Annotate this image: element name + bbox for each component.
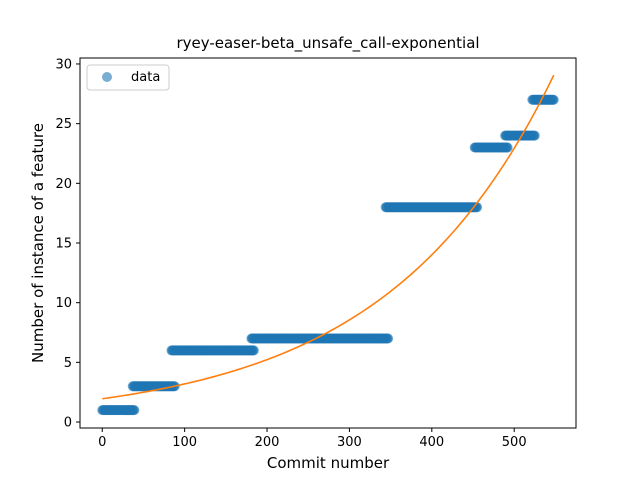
y-tick-label: 5 <box>64 356 72 371</box>
legend-marker-data <box>102 72 112 82</box>
data-point <box>129 405 140 416</box>
legend-label-data: data <box>131 70 160 85</box>
data-point <box>548 94 559 105</box>
x-tick-label: 100 <box>172 435 197 450</box>
y-tick-label: 10 <box>55 296 72 311</box>
y-tick-label: 15 <box>55 237 72 252</box>
x-axis-label: Commit number <box>267 454 390 472</box>
data-point <box>248 345 259 356</box>
y-axis-label: Number of instance of a feature <box>29 123 47 363</box>
y-tick-label: 0 <box>64 416 72 431</box>
x-tick-label: 0 <box>98 435 106 450</box>
fit-line <box>102 74 555 400</box>
data-point <box>529 130 540 141</box>
plot-area <box>97 74 559 416</box>
legend-box <box>86 64 170 91</box>
x-tick-label: 300 <box>337 435 362 450</box>
y-tick-label: 25 <box>55 117 72 132</box>
data-point <box>502 142 513 153</box>
data-point <box>383 333 394 344</box>
chart-title: ryey-easer-beta_unsafe_call-exponential <box>176 34 479 53</box>
y-tick-label: 20 <box>55 177 72 192</box>
x-tick-label: 400 <box>419 435 444 450</box>
x-tick-label: 200 <box>255 435 280 450</box>
y-tick-label: 30 <box>55 57 72 72</box>
legend: data <box>86 64 170 91</box>
x-tick-label: 500 <box>502 435 527 450</box>
axis-ticks: 0 100 200 300 400 500 0 5 10 15 20 25 30 <box>55 57 526 450</box>
